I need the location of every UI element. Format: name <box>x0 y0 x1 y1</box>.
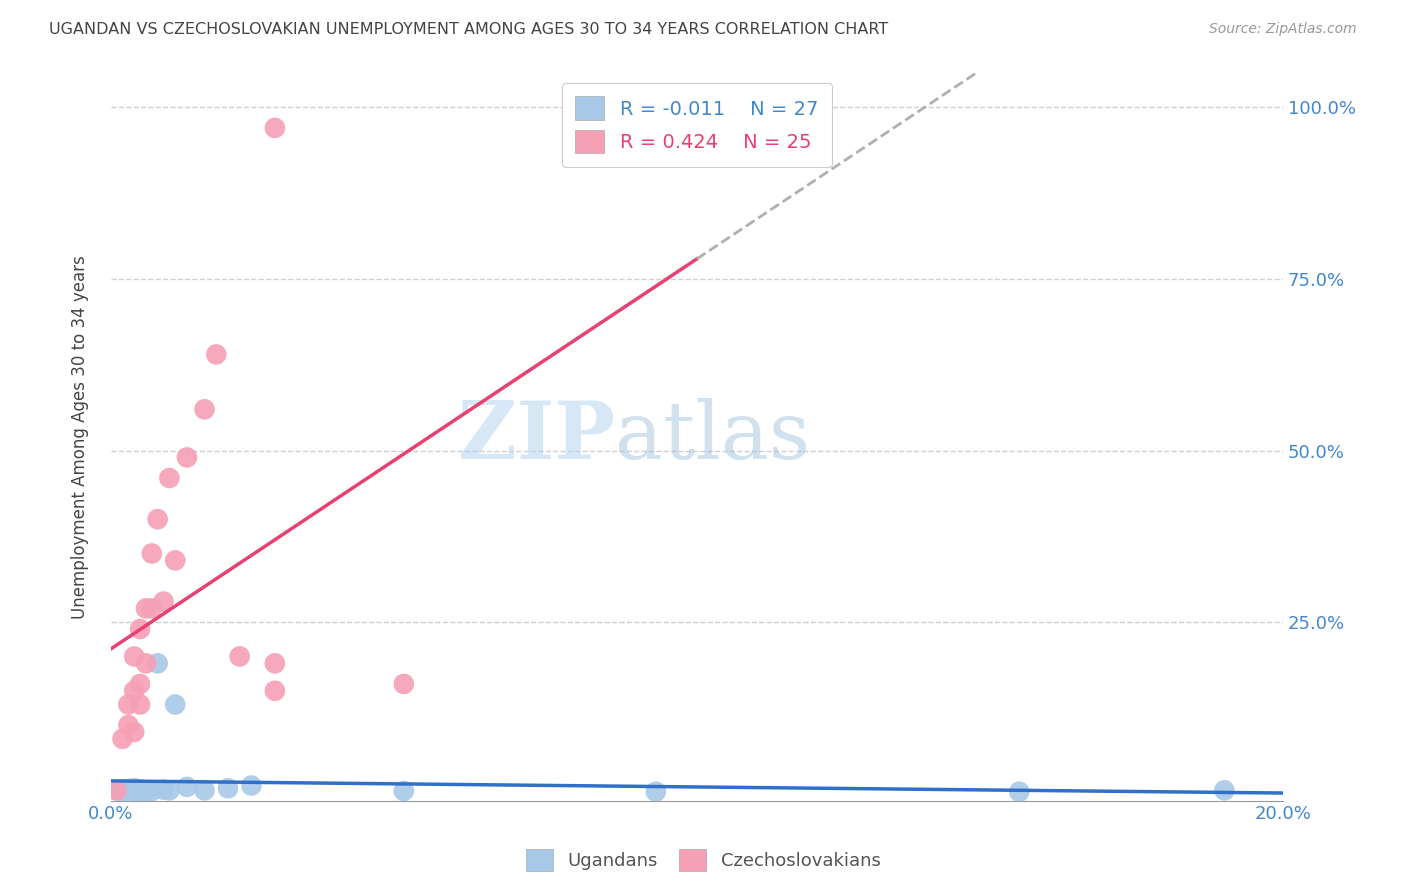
Point <box>117 781 139 796</box>
Point <box>135 785 157 799</box>
Point <box>392 677 415 691</box>
Point <box>240 779 263 793</box>
Text: UGANDAN VS CZECHOSLOVAKIAN UNEMPLOYMENT AMONG AGES 30 TO 34 YEARS CORRELATION CH: UGANDAN VS CZECHOSLOVAKIAN UNEMPLOYMENT … <box>49 22 889 37</box>
Point <box>152 782 174 797</box>
Point <box>176 450 198 465</box>
Point <box>111 785 134 799</box>
Point <box>122 725 145 739</box>
Text: atlas: atlas <box>614 398 810 475</box>
Point <box>122 783 145 797</box>
Point <box>105 783 128 797</box>
Point <box>176 780 198 794</box>
Point <box>157 783 180 797</box>
Point <box>135 601 157 615</box>
Point <box>129 785 152 799</box>
Point <box>129 782 152 797</box>
Point <box>129 784 152 798</box>
Point <box>141 784 163 798</box>
Point <box>1213 783 1236 797</box>
Text: Source: ZipAtlas.com: Source: ZipAtlas.com <box>1209 22 1357 37</box>
Point <box>644 785 666 799</box>
Point <box>392 784 415 798</box>
Point <box>264 683 287 698</box>
Point <box>264 120 287 135</box>
Point <box>205 347 228 361</box>
Point <box>111 731 134 746</box>
Legend: R = -0.011    N = 27, R = 0.424    N = 25: R = -0.011 N = 27, R = 0.424 N = 25 <box>562 83 832 167</box>
Point <box>135 657 157 671</box>
Point <box>117 718 139 732</box>
Point <box>122 785 145 799</box>
Point <box>141 547 163 561</box>
Point <box>228 649 250 664</box>
Point <box>165 553 187 567</box>
Point <box>146 657 169 671</box>
Point <box>105 783 128 797</box>
Point <box>129 622 152 636</box>
Point <box>111 782 134 797</box>
Point <box>217 781 239 796</box>
Point <box>264 657 287 671</box>
Point <box>1008 785 1031 799</box>
Point <box>117 784 139 798</box>
Point <box>135 783 157 797</box>
Point <box>117 698 139 712</box>
Point <box>146 512 169 526</box>
Point <box>157 471 180 485</box>
Point <box>122 781 145 796</box>
Point <box>129 677 152 691</box>
Point <box>141 601 163 615</box>
Point <box>129 698 152 712</box>
Point <box>193 402 215 417</box>
Text: ZIP: ZIP <box>458 398 614 475</box>
Point <box>122 649 145 664</box>
Point <box>122 683 145 698</box>
Point <box>152 594 174 608</box>
Point <box>165 698 187 712</box>
Point <box>193 783 215 797</box>
Legend: Ugandans, Czechoslovakians: Ugandans, Czechoslovakians <box>519 842 887 879</box>
Y-axis label: Unemployment Among Ages 30 to 34 years: Unemployment Among Ages 30 to 34 years <box>72 255 89 619</box>
Point <box>117 785 139 799</box>
